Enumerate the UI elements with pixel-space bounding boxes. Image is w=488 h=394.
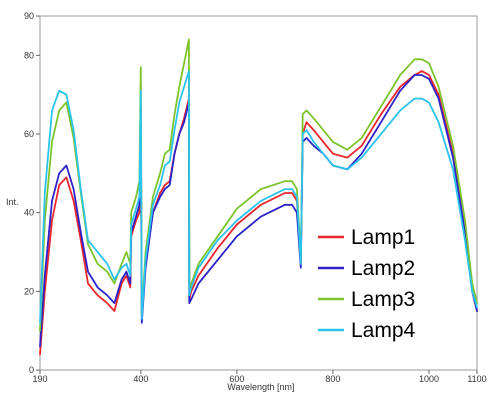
legend-label-lamp1: Lamp1: [351, 226, 415, 249]
y-tick-label: 60: [24, 129, 34, 139]
y-tick-label: 20: [24, 286, 34, 296]
x-tick-label: 600: [229, 374, 244, 384]
series-line-lamp4: [39, 70, 478, 324]
axes-layer: 190 400 600 800 1000 1100 0 20 40 60 80 90: [24, 11, 487, 384]
x-tick-label: 1100: [467, 374, 486, 384]
y-tick-label: 90: [24, 11, 34, 21]
legend: Lamp1 Lamp2 Lamp3 Lamp4: [318, 226, 416, 342]
x-tick-label: 400: [133, 374, 148, 384]
x-tick-label: 1000: [419, 374, 439, 384]
legend-label-lamp3: Lamp3: [351, 288, 415, 311]
series-layer: [39, 38, 478, 356]
x-tick-label: 190: [32, 374, 47, 384]
x-axis-label: Wavelength [nm]: [227, 382, 294, 392]
plot-frame: [39, 15, 478, 371]
legend-label-lamp2: Lamp2: [351, 257, 415, 280]
y-axis-label: Int.: [6, 197, 19, 207]
x-tick-label: 800: [325, 374, 340, 384]
series-line-lamp3: [39, 38, 478, 332]
plot-area: [39, 15, 478, 371]
y-tick-label: 0: [29, 365, 34, 375]
y-tick-label: 80: [24, 50, 34, 60]
y-tick-label: 40: [24, 208, 34, 218]
legend-label-lamp4: Lamp4: [351, 319, 416, 342]
